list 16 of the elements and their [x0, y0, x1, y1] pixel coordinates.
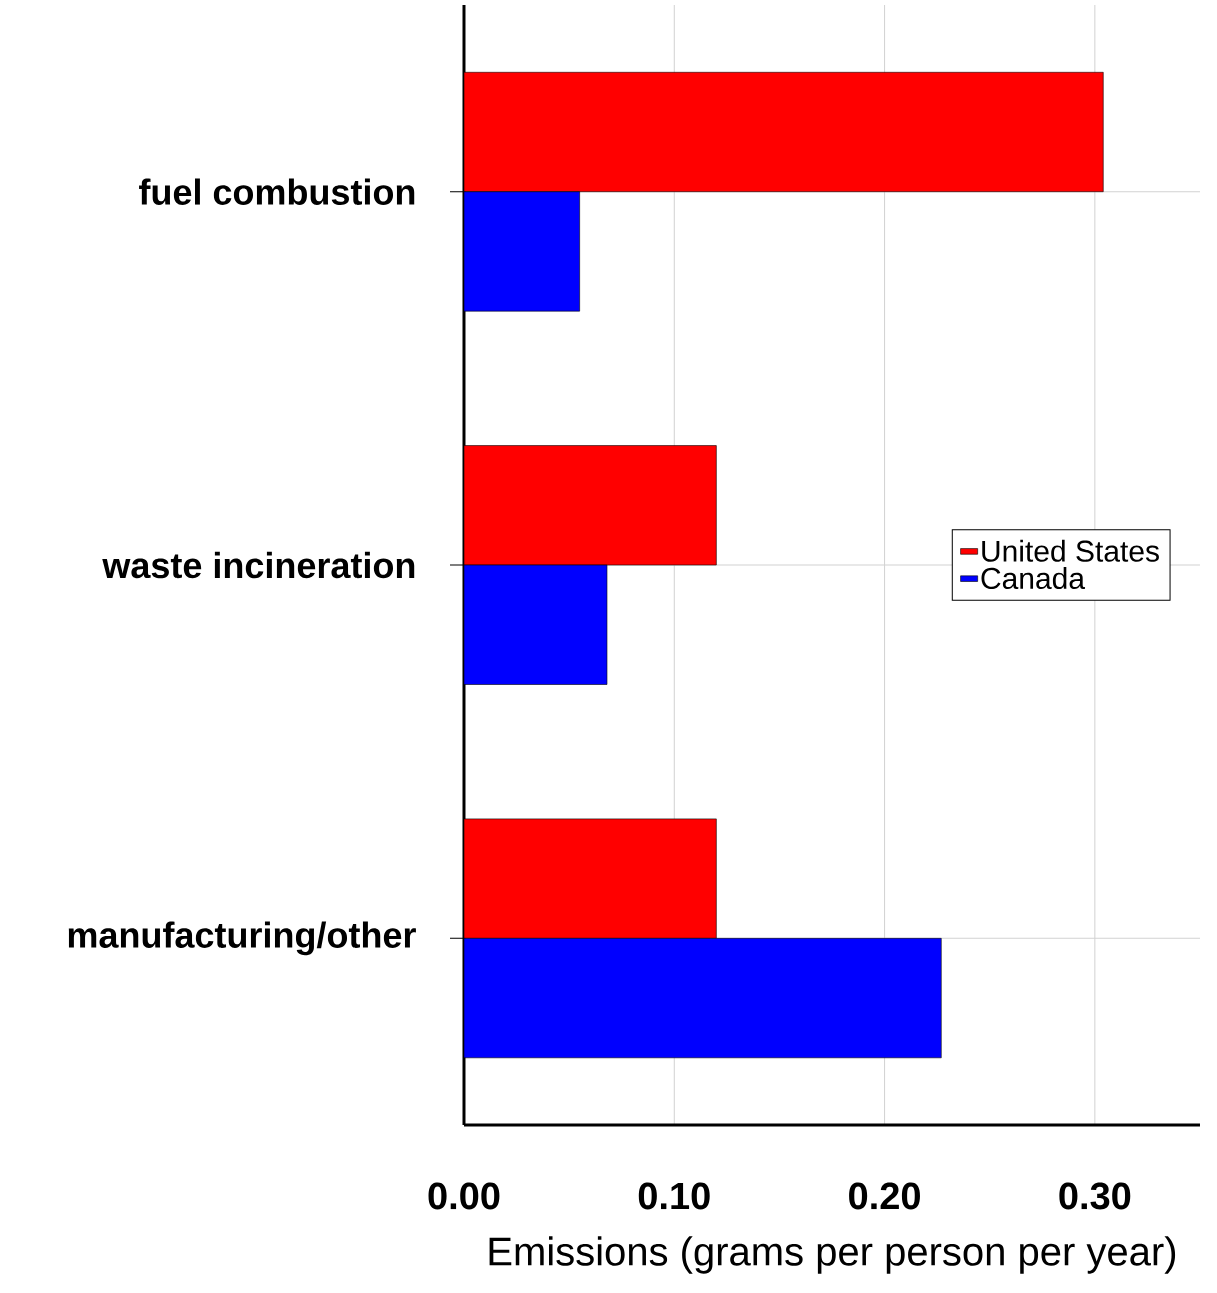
x-axis-title: Emissions (grams per person per year): [489, 1236, 1176, 1274]
x-tick-label: 0.10: [638, 1182, 710, 1210]
bar: [463, 445, 717, 566]
x-tick-label: 0.20: [849, 1182, 920, 1210]
x-tick-label: 0.30: [1059, 1182, 1131, 1210]
y-tick-label: waste incineration: [102, 551, 415, 579]
y-tick-label: manufacturing/other: [68, 921, 416, 956]
bar: [463, 564, 608, 685]
bar: [463, 71, 1104, 192]
bar: [463, 818, 717, 939]
y-tick-label: fuel combustion: [139, 178, 415, 205]
legend-label: United States: [982, 539, 1159, 562]
x-tick-label: 0.00: [428, 1182, 500, 1210]
legend-label: Canada: [981, 567, 1086, 590]
bar: [463, 938, 942, 1059]
bar: [463, 191, 580, 312]
